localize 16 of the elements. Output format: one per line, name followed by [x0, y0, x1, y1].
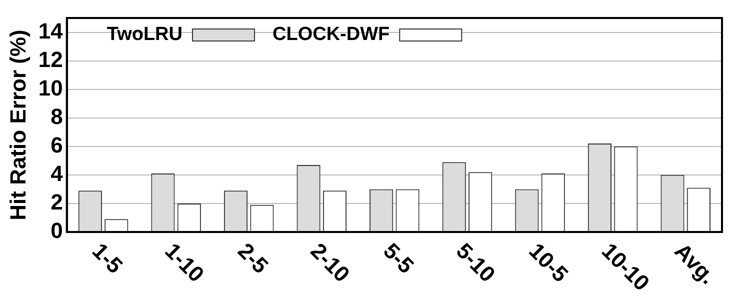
x-tick-label: 2-5	[233, 238, 274, 278]
y-tick-label: 10	[38, 75, 63, 100]
legend-label: CLOCK-DWF	[272, 24, 390, 46]
x-tick-label: 5-5	[378, 238, 419, 278]
y-tick-label: 8	[50, 104, 63, 129]
y-tick-label: 12	[38, 46, 63, 72]
y-tick-label: 6	[50, 132, 63, 158]
x-tick-label: 10-5	[524, 238, 574, 287]
legend-label: TwoLRU	[106, 24, 183, 46]
x-tick-label: 1-10	[160, 238, 210, 287]
y-axis-title: Hit Ratio Error (%)	[5, 30, 30, 220]
y-tick-label: 4	[50, 160, 64, 186]
y-tick-label: 0	[50, 218, 63, 244]
y-tick-label: 2	[50, 190, 63, 215]
y-tick-label: 14	[38, 18, 64, 44]
x-tick-label: 1-5	[87, 238, 128, 278]
